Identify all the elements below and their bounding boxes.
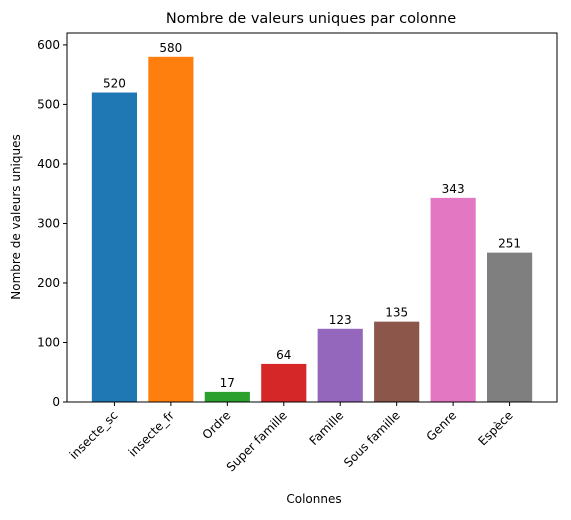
y-tick-label-4: 400 <box>37 157 60 171</box>
x-tick-label-7: Espèce <box>476 408 516 448</box>
y-axis-ticks: 0 100 200 300 400 500 600 <box>37 38 67 409</box>
data-label-0: 520 <box>103 77 126 91</box>
chart-title: Nombre de valeurs uniques par colonne <box>166 11 456 27</box>
x-tick-label-3: Super famille <box>224 408 290 474</box>
data-label-2: 17 <box>220 376 235 390</box>
bar-3 <box>261 364 306 402</box>
x-tick-label-1: insecte_fr <box>126 408 177 459</box>
y-tick-label-5: 500 <box>37 97 60 111</box>
bar-7 <box>487 253 532 402</box>
bar-4 <box>318 329 363 402</box>
bar-6 <box>431 198 476 402</box>
y-tick-label-1: 100 <box>37 335 60 349</box>
bar-1 <box>148 57 193 402</box>
x-tick-label-4: Famille <box>307 408 347 448</box>
data-label-1: 580 <box>159 41 182 55</box>
data-label-7: 251 <box>498 237 521 251</box>
x-axis-label: Colonnes <box>286 492 341 506</box>
x-tick-label-6: Genre <box>424 408 460 444</box>
y-tick-label-6: 600 <box>37 38 60 52</box>
bar-0 <box>92 93 137 402</box>
bar-2 <box>205 392 250 402</box>
y-axis-label: Nombre de valeurs uniques <box>9 134 23 300</box>
x-tick-label-0: insecte_sc <box>67 408 121 462</box>
y-tick-label-2: 200 <box>37 276 60 290</box>
y-tick-label-0: 0 <box>52 395 60 409</box>
data-label-3: 64 <box>276 348 291 362</box>
bars-layer <box>92 57 532 402</box>
data-label-6: 343 <box>442 182 465 196</box>
x-tick-label-5: Sous famille <box>341 408 403 470</box>
bar-5 <box>374 322 419 402</box>
y-tick-label-3: 300 <box>37 216 60 230</box>
data-label-4: 123 <box>329 313 352 327</box>
data-label-5: 135 <box>385 306 408 320</box>
x-tick-label-2: Ordre <box>200 408 234 442</box>
plot-frame <box>67 33 557 402</box>
